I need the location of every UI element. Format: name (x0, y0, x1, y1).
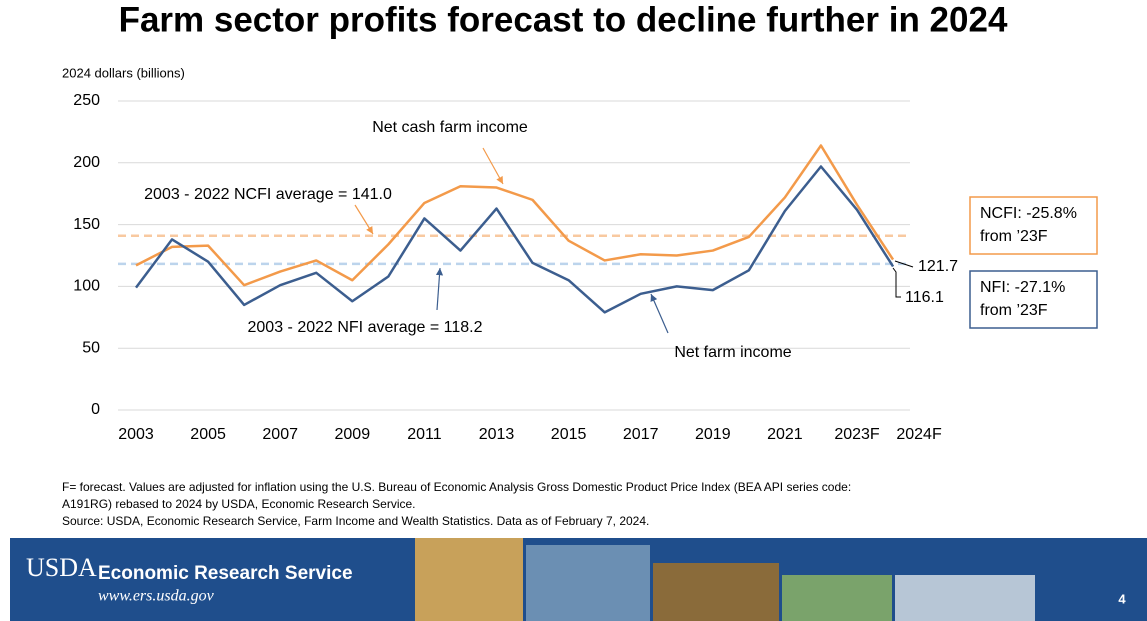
x-tick-label: 2005 (190, 426, 226, 443)
photo-wheat (415, 538, 523, 621)
leader-line (894, 260, 914, 268)
page-number: 4 (1118, 591, 1126, 606)
callout-text: NCFI: -25.8% (980, 205, 1077, 222)
photo-wetland (782, 575, 892, 621)
x-tick-label: 2021 (767, 426, 803, 443)
x-tick-label: 2013 (479, 426, 515, 443)
series-line (135, 144, 895, 287)
x-tick-label: 2023F (834, 426, 880, 443)
callout-box (969, 270, 1098, 329)
y-tick-label: 50 (82, 339, 100, 356)
usda-logo: USDA (26, 553, 97, 582)
annotation-arrow (650, 293, 669, 334)
footnote: Source: USDA, Economic Research Service,… (62, 514, 649, 528)
photo-houses (895, 575, 1035, 621)
y-tick-label: 250 (73, 92, 100, 109)
footnote: F= forecast. Values are adjusted for inf… (62, 480, 851, 494)
callout-text: from ’23F (980, 302, 1048, 319)
x-tick-label: 2007 (262, 426, 298, 443)
callout-text: NFI: -27.1% (980, 279, 1065, 296)
callout-text: from ’23F (980, 228, 1048, 245)
y-axis-label: 2024 dollars (billions) (62, 65, 185, 80)
x-tick-label: 2019 (695, 426, 731, 443)
photo-ship (526, 545, 650, 621)
annotation-arrow (435, 267, 444, 311)
photo-produce (653, 563, 779, 621)
x-tick-label: 2009 (335, 426, 371, 443)
annotation-arrow (354, 204, 374, 235)
end-value-label: 116.1 (905, 289, 944, 306)
reference-label: 2003 - 2022 NFI average = 118.2 (248, 319, 483, 336)
series-label: Net farm income (674, 344, 791, 361)
agency-name: Economic Research Service (98, 563, 353, 584)
y-tick-label: 150 (73, 216, 100, 233)
x-tick-label: 2015 (551, 426, 587, 443)
y-tick-label: 200 (73, 154, 100, 171)
agency-url: www.ers.usda.gov (98, 588, 215, 605)
y-tick-label: 100 (73, 278, 100, 295)
x-tick-label: 2011 (407, 426, 442, 443)
series-line (134, 165, 895, 314)
annotation-arrow (482, 147, 504, 185)
y-tick-label: 0 (91, 401, 100, 418)
x-tick-label: 2017 (623, 426, 659, 443)
callout-box (969, 196, 1098, 255)
reference-label: 2003 - 2022 NCFI average = 141.0 (144, 186, 392, 203)
series-label: Net cash farm income (372, 119, 528, 136)
footnote: A191RG) rebased to 2024 by USDA, Economi… (62, 497, 416, 511)
end-value-label: 121.7 (918, 258, 958, 275)
footer-banner: USDA Economic Research Service www.ers.u… (10, 538, 1147, 621)
x-tick-label: 2003 (118, 426, 154, 443)
slide-title: Farm sector profits forecast to decline … (119, 0, 1008, 39)
x-tick-label: 2024F (896, 426, 942, 443)
leader-line (892, 267, 901, 298)
